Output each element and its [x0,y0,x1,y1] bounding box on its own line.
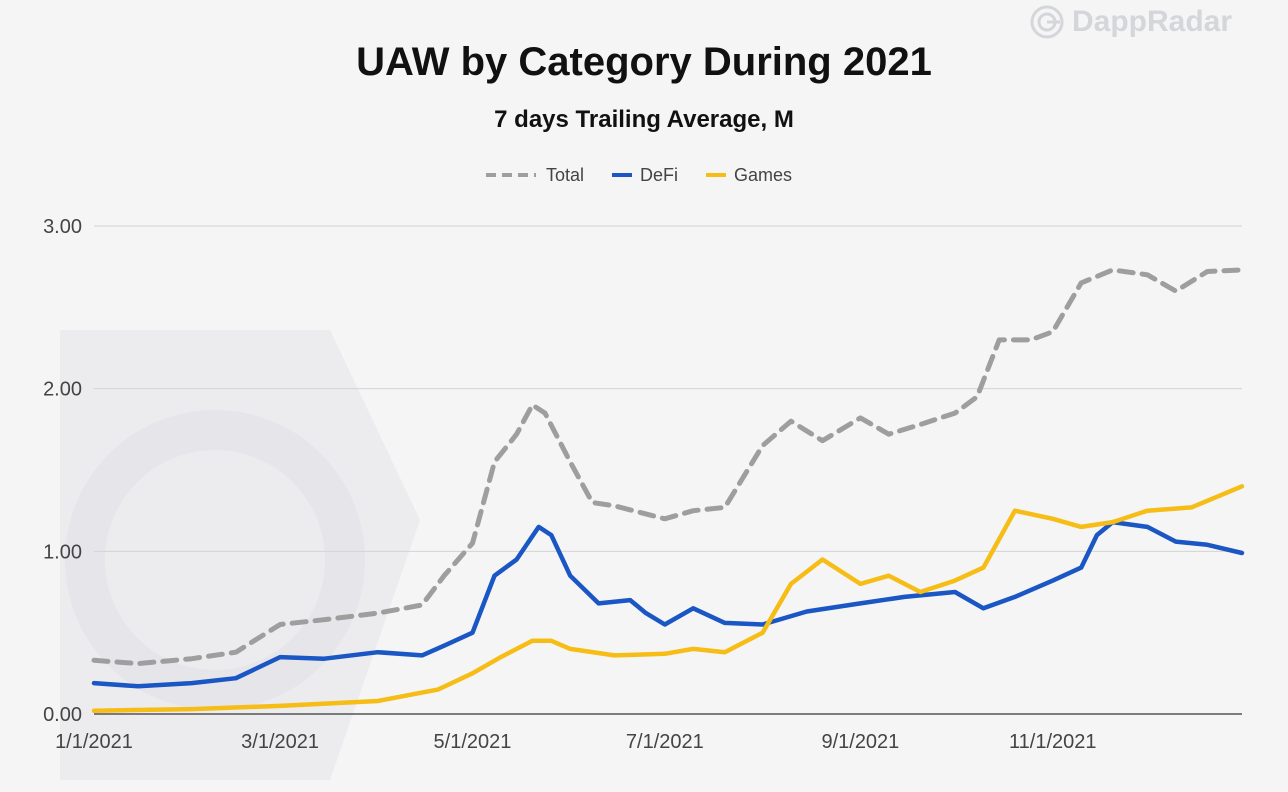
x-tick-label: 7/1/2021 [626,731,704,753]
series-lines [91,267,1245,713]
y-tick-label: 3.00 [43,216,82,238]
x-axis: 1/1/2021 3/1/2021 5/1/2021 7/1/2021 9/1/2021… [55,731,1096,753]
y-tick-label: 2.00 [43,379,82,401]
y-axis: 0.00 1.00 2.00 3.00 [43,216,82,726]
brand-name: DappRadar [1072,5,1233,38]
x-tick-label: 5/1/2021 [434,731,512,753]
x-tick-label: 1/1/2021 [55,731,133,753]
watermark-ring [65,410,365,710]
legend-label-total: Total [546,165,584,185]
series-line-games [91,484,1245,713]
x-tick-label: 11/1/2021 [1009,731,1097,753]
legend-label-games: Games [734,165,792,185]
series-line-total [91,267,1245,667]
dappradar-logo-icon [1030,5,1064,39]
chart-title: UAW by Category During 2021 [356,40,932,84]
legend: Total DeFi Games [486,165,792,185]
x-tick-label: 9/1/2021 [821,731,899,753]
legend-label-defi: DeFi [640,165,678,185]
chart-subtitle: 7 days Trailing Average, M [494,106,794,133]
brand-logo: DappRadar [1030,2,1288,42]
y-tick-label: 0.00 [43,704,82,726]
y-tick-label: 1.00 [43,541,82,563]
series-line-defi [91,519,1245,689]
watermark-logo [60,330,420,780]
grid-lines [94,225,1242,715]
x-tick-label: 3/1/2021 [241,731,319,753]
